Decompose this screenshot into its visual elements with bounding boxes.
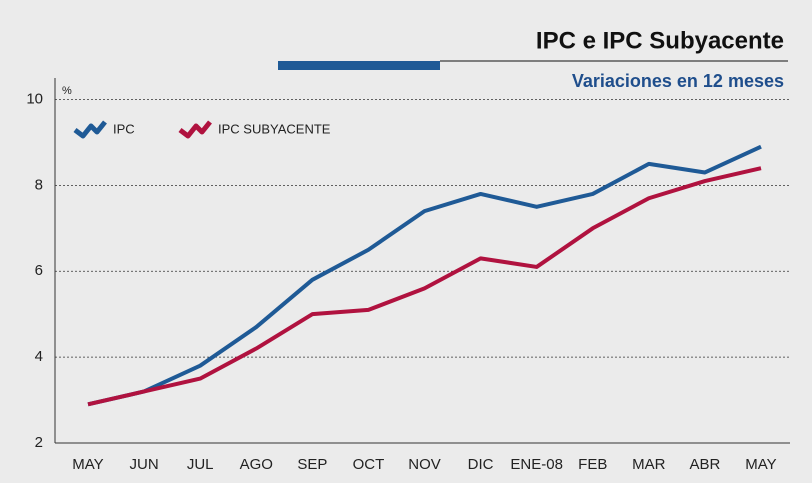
chart-title: IPC e IPC Subyacente: [536, 27, 784, 54]
x-tick-label: DIC: [468, 456, 494, 473]
x-tick-label: MAY: [72, 456, 103, 473]
x-tick-label: MAY: [745, 456, 776, 473]
x-tick-label: ABR: [689, 456, 720, 473]
legend-swatch: [178, 120, 212, 139]
x-tick-label: NOV: [408, 456, 441, 473]
y-tick-label: 4: [35, 348, 43, 365]
y-tick-label: 8: [35, 176, 43, 193]
legend-swatch: [73, 120, 107, 139]
x-tick-label: MAR: [632, 456, 666, 473]
chart-subtitle: Variaciones en 12 meses: [572, 71, 784, 91]
series-line: [87, 166, 762, 407]
x-tick-label: JUL: [187, 456, 214, 473]
x-tick-label: AGO: [240, 456, 273, 473]
x-tick-label: JUN: [129, 456, 158, 473]
x-tick-label: FEB: [578, 456, 607, 473]
x-tick-label: ENE-08: [510, 456, 563, 473]
legend-label: IPC SUBYACENTE: [218, 121, 331, 136]
x-tick-label: OCT: [353, 456, 385, 473]
x-tick-label: SEP: [297, 456, 327, 473]
y-tick-label: 2: [35, 434, 43, 451]
title-bar: [278, 61, 440, 70]
y-tick-label: 6: [35, 262, 43, 279]
y-tick-label: 10: [26, 90, 43, 107]
y-unit: %: [62, 85, 72, 97]
legend-label: IPC: [113, 121, 135, 136]
series-line: [87, 144, 762, 407]
